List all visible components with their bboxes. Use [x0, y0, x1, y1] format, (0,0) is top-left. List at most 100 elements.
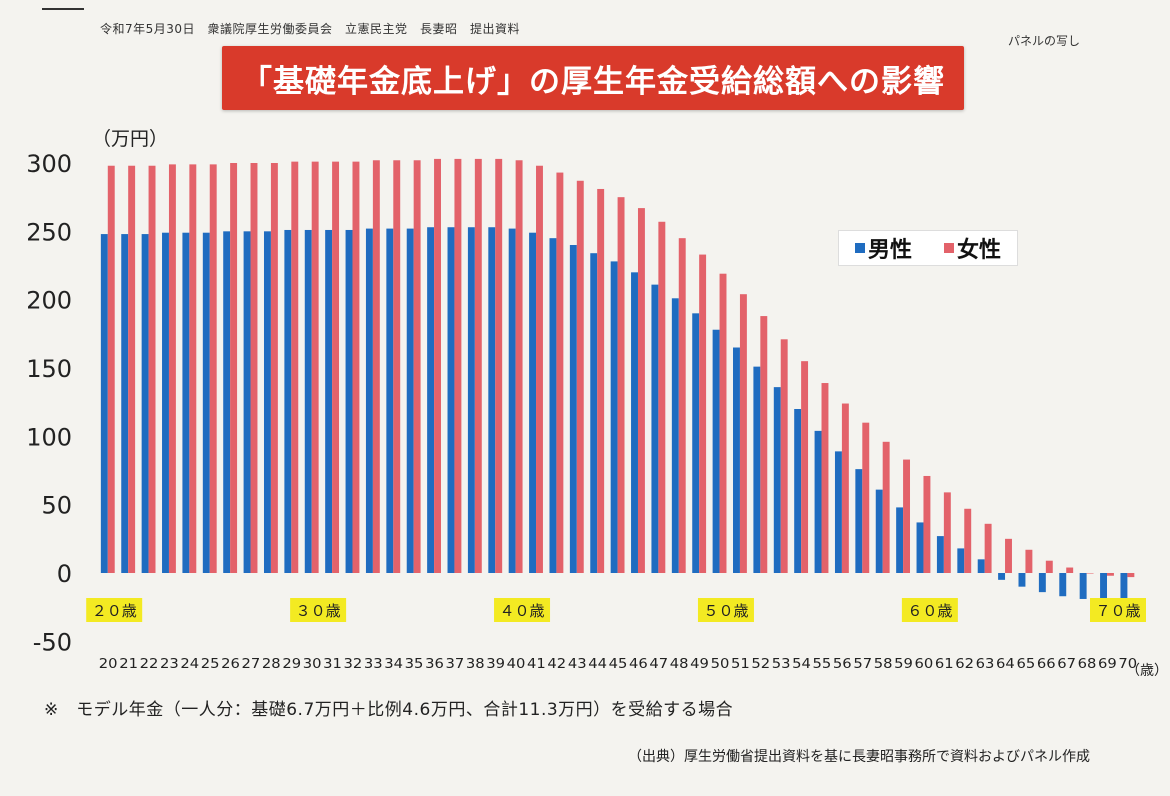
x-tick-label: 56	[833, 656, 852, 672]
bar-female	[841, 403, 849, 573]
bar-female	[168, 164, 176, 573]
y-tick-label: 250	[26, 218, 72, 246]
bar-male	[243, 231, 251, 573]
bar-male	[957, 548, 965, 573]
x-tick-label: 46	[629, 656, 648, 672]
bar-male	[651, 284, 659, 573]
bar-female	[107, 165, 115, 574]
x-tick-label: 25	[201, 656, 220, 672]
decade-label: ６０歳	[907, 602, 952, 620]
x-tick-label: 50	[711, 656, 730, 672]
bar-male	[162, 232, 169, 573]
decade-label-highlight	[1090, 598, 1146, 622]
y-tick-label: -50	[33, 628, 72, 656]
bar-female	[658, 221, 666, 573]
bar-female	[821, 383, 829, 573]
x-tick-label: 45	[609, 656, 628, 672]
bar-female	[332, 161, 340, 573]
bar-female	[495, 158, 503, 573]
x-tick-label: 35	[405, 656, 424, 672]
bar-male	[467, 227, 475, 574]
bar-female	[311, 161, 319, 573]
x-tick-label: 59	[894, 656, 913, 672]
bar-male	[406, 228, 414, 573]
decade-label-highlight	[290, 598, 347, 622]
bar-male	[488, 227, 496, 574]
decade-label-highlight	[86, 598, 143, 622]
bar-female	[352, 161, 360, 573]
bar-male	[263, 231, 271, 573]
bar-male	[365, 228, 373, 573]
bar-female	[637, 208, 645, 573]
x-tick-label: 36	[425, 656, 444, 672]
x-tick-label: 32	[344, 656, 363, 672]
bar-male	[875, 489, 883, 573]
decade-label: ２０歳	[92, 602, 137, 620]
x-tick-label: 24	[180, 656, 199, 672]
y-tick-label: 50	[41, 492, 72, 520]
decade-label: ４０歳	[500, 602, 545, 620]
bar-male	[202, 232, 210, 573]
y-tick-label: 300	[26, 150, 72, 178]
bar-female	[678, 238, 686, 574]
x-tick-label: 20	[99, 656, 118, 672]
bar-female	[209, 164, 217, 573]
bar-male	[855, 469, 863, 573]
y-tick-label: 200	[26, 287, 72, 315]
bar-female	[148, 165, 156, 574]
x-tick-label: 66	[1037, 656, 1056, 672]
bar-male	[100, 234, 108, 573]
y-tick-label: 150	[26, 355, 72, 383]
x-tick-label: 34	[384, 656, 403, 672]
x-tick-label: 37	[445, 656, 464, 672]
bar-male	[773, 387, 781, 573]
x-tick-label: 49	[690, 656, 709, 672]
decade-label: ７０歳	[1095, 602, 1140, 620]
bar-female	[1107, 573, 1114, 576]
bar-male	[977, 559, 985, 573]
x-tick-label: 65	[1016, 656, 1035, 672]
legend-swatch-male	[854, 243, 865, 253]
decade-label-highlight	[494, 598, 551, 622]
bar-male	[1079, 573, 1087, 599]
legend-swatch-female	[943, 243, 954, 253]
x-tick-label: 42	[547, 656, 566, 672]
y-tick-label: 0	[57, 560, 72, 588]
bar-female	[536, 165, 543, 574]
bar-male	[223, 231, 231, 573]
legend-label-male: 男性	[867, 238, 912, 263]
bar-female	[882, 441, 890, 573]
bar-male	[121, 234, 129, 573]
bar-chart: 300 250 200 150 100 50 0 -50 20 21 22 23 24 25 26 27 28 2…	[26, 150, 1146, 672]
bar-female	[760, 316, 768, 573]
bar-male	[1018, 573, 1026, 587]
panel-note: パネルの写し	[1008, 34, 1081, 48]
x-tick-label: 31	[323, 656, 342, 672]
bar-female	[964, 508, 972, 573]
x-tick-label: 60	[915, 656, 934, 672]
bar-female	[617, 197, 625, 574]
bar-male	[141, 234, 149, 573]
x-tick-label: 53	[772, 656, 791, 672]
x-tick-label: 52	[751, 656, 770, 672]
x-tick-label: 47	[649, 656, 668, 672]
decade-label: ３０歳	[296, 602, 341, 620]
bar-male	[1059, 573, 1067, 597]
bar-male	[182, 232, 190, 573]
x-tick-label: 28	[262, 656, 281, 672]
x-tick-label: 44	[588, 656, 607, 672]
legend-item-male: 男性	[854, 232, 912, 264]
bar-female	[250, 163, 258, 573]
bar-male	[814, 430, 822, 573]
bar-male	[529, 232, 537, 573]
bar-male	[447, 227, 455, 574]
header-meta: 令和7年5月30日 衆議院厚生労働委員会 立憲民主党 長妻昭 提出資料	[100, 22, 521, 36]
x-tick-label: 55	[813, 656, 832, 672]
bar-male	[325, 229, 333, 573]
x-tick-label: 64	[996, 656, 1015, 672]
x-tick-label: 67	[1057, 656, 1076, 672]
bar-female	[270, 163, 278, 573]
bar-female	[719, 273, 727, 573]
bar-female	[597, 188, 605, 573]
x-axis-unit: （歳）	[1126, 663, 1168, 679]
